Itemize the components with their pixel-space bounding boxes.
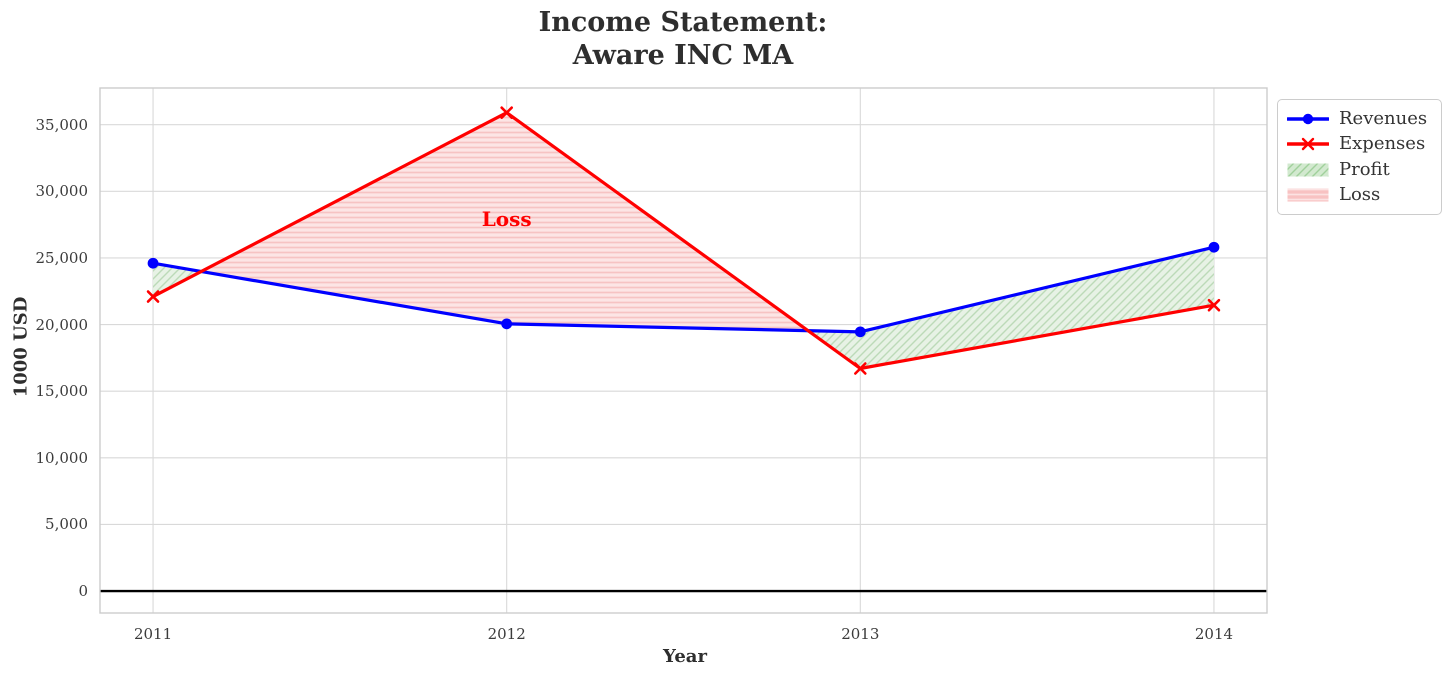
expenses-data-point — [854, 362, 867, 375]
y-tick-label: 30,000 — [35, 182, 89, 201]
plot-border — [99, 87, 1268, 614]
x-axis-label: Year — [663, 646, 707, 667]
expenses-data-point — [500, 106, 513, 119]
chart-title-line2: Aware INC MA — [572, 40, 794, 71]
y-tick-label: 10,000 — [35, 448, 89, 467]
x-tick-label: 2012 — [487, 625, 526, 643]
legend-label-revenues: Revenues — [1339, 108, 1428, 129]
profit-fill — [153, 263, 202, 297]
legend-label-expenses: Expenses — [1339, 133, 1426, 155]
y-tick-label: 25,000 — [35, 248, 89, 267]
expenses-data-point — [146, 290, 160, 303]
revenues-data-point — [147, 257, 159, 269]
revenues-data-point — [854, 326, 866, 338]
x-tick-label: 2011 — [133, 625, 173, 643]
profit-fill — [808, 247, 1214, 369]
loss-patch-icon — [1287, 187, 1329, 203]
y-tick-label: 20,000 — [35, 315, 89, 334]
legend-item-expenses: Expenses — [1287, 132, 1432, 156]
expenses-line — [151, 111, 1216, 371]
revenues-data-point — [501, 318, 513, 330]
revenues-line-icon — [1287, 111, 1329, 127]
y-tick-label: 15,000 — [35, 382, 89, 401]
loss-fill — [201, 112, 809, 331]
legend-item-profit: Profit — [1287, 158, 1432, 182]
loss-annotation: Loss — [481, 207, 532, 232]
legend: Revenues Expenses Profit Loss — [1277, 99, 1442, 215]
y-tick-label: 35,000 — [35, 115, 89, 134]
y-tick-label: 0 — [78, 582, 88, 600]
legend-item-revenues: Revenues — [1287, 107, 1432, 131]
chart-title: Income Statement: Aware INC MA — [539, 6, 828, 72]
x-tick-label: 2014 — [1194, 625, 1234, 643]
legend-item-loss: Loss — [1287, 183, 1432, 207]
legend-label-profit: Profit — [1339, 158, 1390, 180]
profit-patch-icon — [1287, 162, 1329, 178]
legend-label-loss: Loss — [1339, 183, 1381, 205]
revenues-line — [151, 245, 1216, 334]
revenues-data-point — [1208, 241, 1220, 253]
expenses-data-point — [1207, 298, 1221, 312]
chart-title-line1: Income Statement: — [538, 7, 828, 38]
y-tick-label: 5,000 — [45, 515, 88, 534]
x-tick-label: 2013 — [841, 625, 880, 643]
expenses-line-icon — [1287, 136, 1329, 152]
